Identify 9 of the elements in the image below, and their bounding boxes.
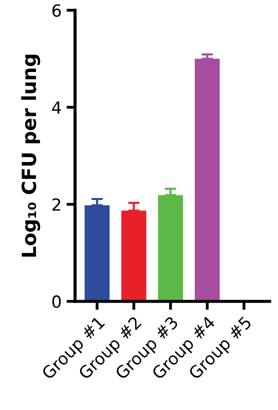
y-axis-title: Log₁₀ CFU per lung xyxy=(21,54,40,257)
y-tick-label: 0 xyxy=(52,295,61,308)
y-tick-label: 6 xyxy=(52,4,61,17)
bar xyxy=(121,210,146,302)
bar xyxy=(84,205,110,302)
y-tick-label: 4 xyxy=(52,101,61,114)
bar xyxy=(158,195,184,302)
y-tick-label: 2 xyxy=(52,198,60,211)
bar xyxy=(194,58,220,302)
